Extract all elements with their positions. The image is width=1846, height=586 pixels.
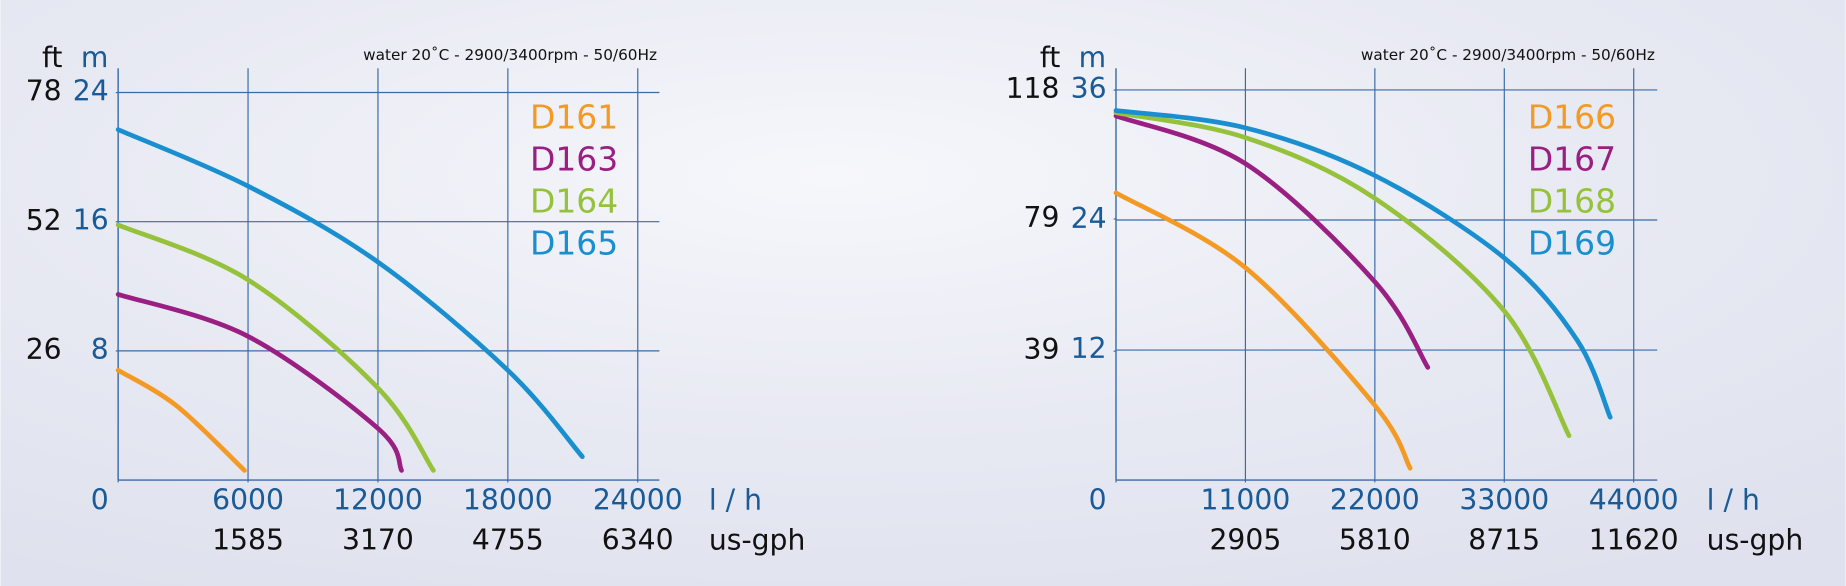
x2-tick-label: 11620: [1589, 523, 1679, 556]
legend-entry: D164: [530, 181, 618, 220]
y-tick-label: 8: [91, 333, 109, 366]
x-tick-label: 33000: [1459, 483, 1549, 516]
y-tick-label: 24: [1071, 202, 1107, 235]
x-tick-label: 22000: [1330, 483, 1420, 516]
subtitle: water 20˚C - 2900/3400rpm - 50/60Hz: [1361, 46, 1655, 64]
x-tick-label: 11000: [1201, 483, 1291, 516]
curve: [1113, 108, 1613, 420]
x2-tick-label: 6340: [602, 523, 674, 556]
y2-tick-label: 26: [26, 333, 62, 366]
curve: [1113, 110, 1572, 439]
x2-tick-label: 2905: [1209, 523, 1281, 556]
x-tick-label: 18000: [463, 483, 553, 516]
legend-entry: D166: [1528, 97, 1616, 136]
y-axis-label: m: [1079, 41, 1107, 74]
x-tick-label: 0: [91, 483, 109, 516]
y2-tick-label: 39: [1024, 333, 1060, 366]
x2-tick-label: 8715: [1468, 523, 1540, 556]
x2-tick-label: 5810: [1339, 523, 1411, 556]
y-tick-label: 36: [1071, 72, 1107, 105]
x-tick-label: 24000: [593, 483, 683, 516]
x2-tick-label: 3170: [342, 523, 414, 556]
x2-tick-label: 4755: [472, 523, 544, 556]
curve: [115, 222, 436, 473]
y2-axis-label: ft: [1040, 41, 1061, 74]
y-tick-label: 24: [73, 74, 109, 107]
curve: [115, 127, 585, 460]
x-tick-label: 0: [1089, 483, 1107, 516]
y-tick-label: 16: [73, 204, 109, 237]
y2-axis-label: ft: [42, 41, 63, 74]
x-axis-label: l / h: [1707, 483, 1760, 516]
legend-entry: D168: [1528, 181, 1616, 220]
x-tick-label: 12000: [333, 483, 423, 516]
y2-tick-label: 79: [1024, 201, 1060, 234]
x2-tick-label: 1585: [212, 523, 284, 556]
y2-tick-label: 78: [26, 75, 62, 108]
legend-entry: D161: [530, 97, 618, 136]
curve: [115, 367, 247, 473]
y-axis-label: m: [81, 41, 109, 74]
x-tick-label: 44000: [1589, 483, 1679, 516]
x2-axis-label: us-gph: [1707, 523, 1804, 556]
curve: [1113, 113, 1431, 370]
legend-entry: D165: [530, 223, 618, 262]
x2-axis-label: us-gph: [709, 523, 806, 556]
subtitle: water 20˚C - 2900/3400rpm - 50/60Hz: [363, 46, 657, 64]
legend-entry: D163: [530, 139, 618, 178]
legend-entry: D169: [1528, 223, 1616, 262]
x-axis-label: l / h: [709, 483, 762, 516]
x-tick-label: 6000: [212, 483, 284, 516]
curve: [1113, 190, 1413, 471]
legend-entry: D167: [1528, 139, 1616, 178]
y-tick-label: 12: [1071, 332, 1107, 365]
y2-tick-label: 118: [1006, 72, 1060, 105]
y2-tick-label: 52: [26, 204, 62, 237]
curve: [115, 292, 404, 473]
